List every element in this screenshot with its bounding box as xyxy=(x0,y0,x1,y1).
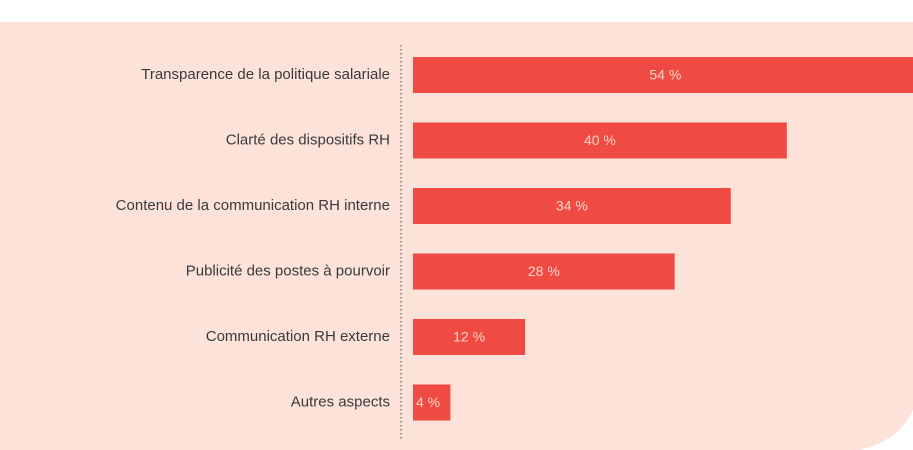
value-label: 12 % xyxy=(453,329,485,345)
category-label: Clarté des dispositifs RH xyxy=(226,131,390,148)
category-label: Transparence de la politique salariale xyxy=(141,66,390,83)
bar xyxy=(413,319,526,355)
value-label: 54 % xyxy=(649,67,681,83)
bar xyxy=(413,122,787,159)
value-label: 34 % xyxy=(556,198,588,214)
bar xyxy=(413,188,731,224)
bar xyxy=(413,384,451,421)
value-label: 4 % xyxy=(416,394,440,410)
category-label: Contenu de la communication RH interne xyxy=(116,197,390,214)
bar xyxy=(413,253,675,290)
category-label: Autres aspects xyxy=(291,393,390,410)
bar xyxy=(413,57,913,93)
category-label: Publicité des postes à pourvoir xyxy=(186,262,390,279)
value-label: 28 % xyxy=(528,263,560,279)
value-label: 40 % xyxy=(584,132,616,148)
category-label: Communication RH externe xyxy=(206,328,390,345)
